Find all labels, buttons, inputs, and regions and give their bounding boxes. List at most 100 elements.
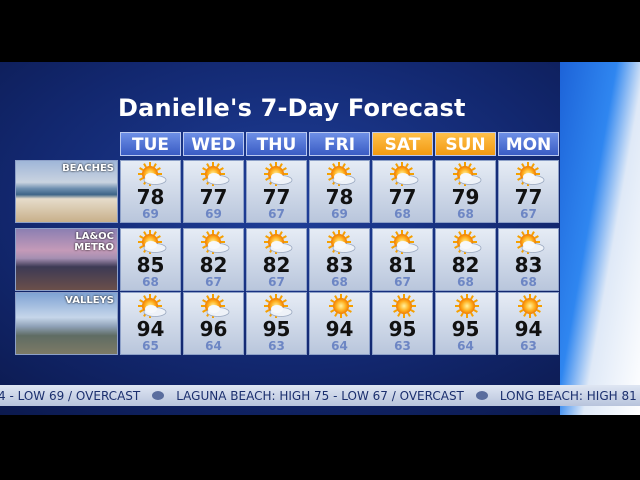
- high-temp: 81: [388, 253, 417, 277]
- high-temp: 83: [514, 253, 543, 277]
- low-temp: 68: [520, 275, 537, 289]
- forecast-cell: 82 67: [183, 228, 244, 291]
- cbs-logo: [152, 391, 165, 400]
- low-temp: 65: [142, 339, 159, 353]
- partly-cloudy-icon: [516, 162, 545, 186]
- day-header: SAT: [372, 132, 433, 156]
- high-temp: 82: [262, 253, 291, 277]
- low-temp: 67: [520, 207, 537, 221]
- forecast-cell: 85 68: [120, 228, 181, 291]
- high-temp: 78: [325, 185, 354, 209]
- partly-cloudy-icon: [327, 230, 356, 254]
- forecast-cell: 82 68: [435, 228, 496, 291]
- partly-cloudy-icon: [138, 294, 167, 318]
- high-temp: 95: [388, 317, 417, 341]
- low-temp: 64: [331, 339, 348, 353]
- day-header: MON: [498, 132, 559, 156]
- region-label-line: VALLEYS: [65, 295, 114, 306]
- high-temp: 77: [388, 185, 417, 209]
- high-temp: 78: [136, 185, 165, 209]
- forecast-cell: 94 65: [120, 292, 181, 355]
- news-ticker: 4 - LOW 69 / OVERCAST LAGUNA BEACH: HIGH …: [0, 385, 640, 406]
- cbs-logo: [475, 391, 488, 400]
- sun-icon: [455, 294, 479, 318]
- forecast-cell: 78 69: [120, 160, 181, 223]
- sun-icon: [518, 294, 542, 318]
- forecast-cell: 77 69: [183, 160, 244, 223]
- forecast-cell: 77 68: [372, 160, 433, 223]
- low-temp: 63: [394, 339, 411, 353]
- weather-graphic: Danielle's 7-Day Forecast TUE WED THU FRI SA…: [0, 62, 640, 415]
- region-label-line: BEACHES: [62, 163, 114, 174]
- low-temp: 68: [331, 275, 348, 289]
- low-temp: 67: [268, 207, 285, 221]
- forecast-cell: 77 67: [246, 160, 307, 223]
- low-temp: 63: [520, 339, 537, 353]
- high-temp: 94: [325, 317, 354, 341]
- sun-icon: [392, 294, 416, 318]
- side-stripe: [560, 62, 640, 415]
- ticker-track: 4 - LOW 69 / OVERCAST LAGUNA BEACH: HIGH …: [0, 385, 640, 406]
- partly-cloudy-icon: [138, 230, 167, 254]
- forecast-cell: 77 67: [498, 160, 559, 223]
- region-label: BEACHES: [62, 163, 114, 174]
- forecast-cell: 79 68: [435, 160, 496, 223]
- low-temp: 67: [205, 275, 222, 289]
- high-temp: 83: [325, 253, 354, 277]
- high-temp: 96: [199, 317, 228, 341]
- day-header: SUN: [435, 132, 496, 156]
- low-temp: 67: [394, 275, 411, 289]
- sun-icon: [329, 294, 353, 318]
- day-header: FRI: [309, 132, 370, 156]
- region-label: LA&OC METRO: [74, 231, 114, 253]
- partly-cloudy-icon: [201, 230, 230, 254]
- forecast-cell: 96 64: [183, 292, 244, 355]
- region-label: VALLEYS: [65, 295, 114, 306]
- forecast-cell: 81 67: [372, 228, 433, 291]
- partly-cloudy-icon: [264, 294, 293, 318]
- partly-cloudy-icon: [390, 162, 419, 186]
- title: Danielle's 7-Day Forecast: [118, 94, 466, 122]
- partly-cloudy-icon: [390, 230, 419, 254]
- partly-cloudy-icon: [264, 162, 293, 186]
- day-header: TUE: [120, 132, 181, 156]
- high-temp: 94: [514, 317, 543, 341]
- low-temp: 69: [331, 207, 348, 221]
- partly-cloudy-icon: [453, 162, 482, 186]
- low-temp: 69: [205, 207, 222, 221]
- forecast-cell: 95 63: [372, 292, 433, 355]
- ticker-item: LAGUNA BEACH: HIGH 75 - LOW 67 / OVERCAS…: [176, 389, 464, 403]
- ticker-item: LONG BEACH: HIGH 81 - L: [499, 389, 640, 403]
- high-temp: 77: [514, 185, 543, 209]
- high-temp: 95: [451, 317, 480, 341]
- low-temp: 64: [205, 339, 222, 353]
- low-temp: 68: [457, 275, 474, 289]
- partly-cloudy-icon: [453, 230, 482, 254]
- day-header: THU: [246, 132, 307, 156]
- high-temp: 85: [136, 253, 165, 277]
- forecast-cell: 83 68: [498, 228, 559, 291]
- low-temp: 64: [457, 339, 474, 353]
- ticker-item: 4 - LOW 69 / OVERCAST: [0, 389, 141, 403]
- low-temp: 68: [394, 207, 411, 221]
- high-temp: 95: [262, 317, 291, 341]
- region-photo: LA&OC METRO: [15, 228, 118, 291]
- partly-cloudy-icon: [201, 162, 230, 186]
- partly-cloudy-icon: [327, 162, 356, 186]
- high-temp: 94: [136, 317, 165, 341]
- forecast-cell: 94 64: [309, 292, 370, 355]
- partly-cloudy-icon: [201, 294, 230, 318]
- high-temp: 79: [451, 185, 480, 209]
- high-temp: 82: [451, 253, 480, 277]
- low-temp: 63: [268, 339, 285, 353]
- high-temp: 77: [199, 185, 228, 209]
- partly-cloudy-icon: [516, 230, 545, 254]
- high-temp: 82: [199, 253, 228, 277]
- forecast-cell: 82 67: [246, 228, 307, 291]
- region-photo: BEACHES: [15, 160, 118, 223]
- low-temp: 68: [457, 207, 474, 221]
- forecast-cell: 83 68: [309, 228, 370, 291]
- forecast-cell: 78 69: [309, 160, 370, 223]
- region-photo: VALLEYS: [15, 292, 118, 355]
